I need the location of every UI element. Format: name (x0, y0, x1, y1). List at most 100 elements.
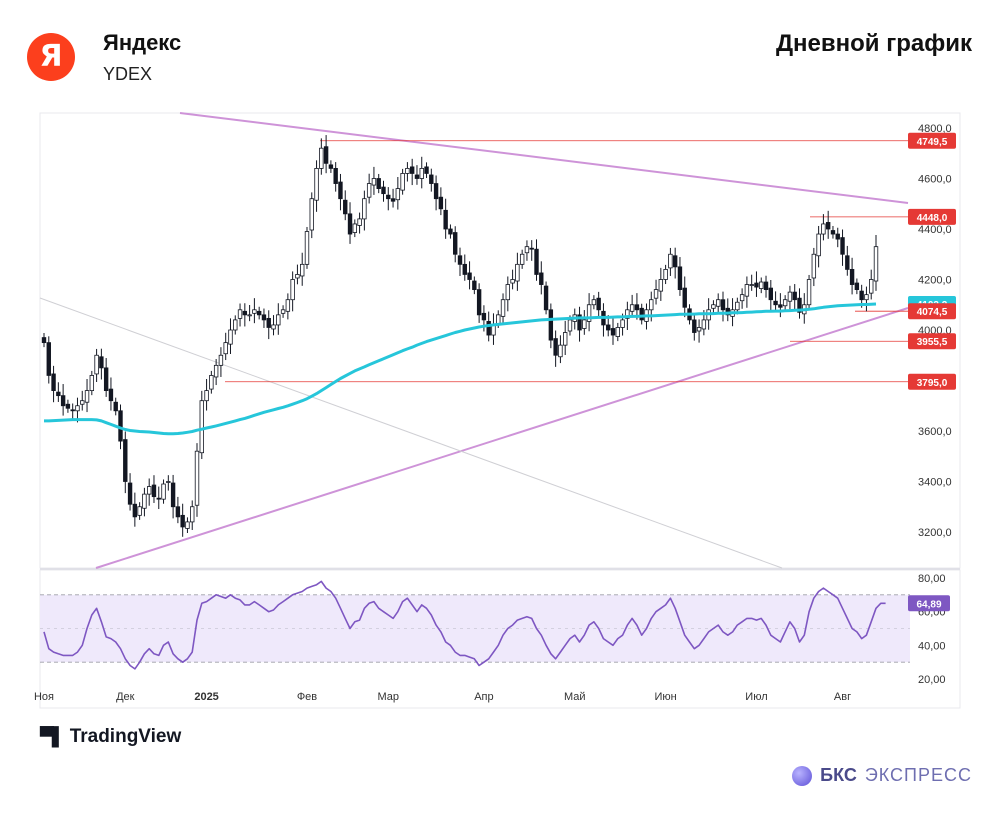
rsi-tick-label: 20,00 (918, 674, 946, 686)
candle-body (797, 297, 802, 313)
candle-body (390, 198, 396, 202)
candle-body (653, 289, 659, 299)
candle-body (357, 218, 362, 226)
candle-body (759, 281, 764, 289)
price-tag: 4448,0 (908, 208, 956, 225)
candle-body (558, 344, 563, 358)
candle-body (146, 486, 152, 495)
price-tag-box (908, 208, 956, 225)
candle-body (615, 327, 620, 337)
candle-body (46, 342, 51, 376)
candle-body (194, 450, 200, 506)
candle-body (333, 167, 338, 184)
candle-body (749, 284, 754, 286)
candle-body (586, 304, 592, 322)
candle-body (424, 166, 429, 174)
x-tick-label: Дек (116, 691, 135, 703)
bks-brand: БКС ЭКСПРЕСС (792, 765, 972, 786)
x-tick-label: 2025 (194, 691, 218, 703)
candle-body (352, 223, 358, 233)
candle-body (448, 228, 453, 235)
candle-body (395, 188, 401, 201)
candle-body (539, 272, 544, 285)
candle-body (711, 304, 716, 309)
price-tag: 4749,5 (908, 132, 956, 149)
x-tick-label: Апр (474, 691, 493, 703)
candle-body (869, 279, 874, 294)
candle-body (433, 183, 439, 200)
candle-body (56, 391, 61, 397)
candle-body (41, 337, 47, 344)
ticker-symbol: YDEX (103, 64, 153, 84)
tradingview-brand: ▀▌ TradingView (40, 726, 181, 748)
candle-body (89, 375, 95, 392)
chart-title: Дневной график (775, 30, 972, 57)
candle-body (864, 294, 869, 301)
candle-body (261, 314, 267, 321)
candle-body (65, 403, 71, 409)
y-tick-label: 4200,0 (918, 275, 952, 287)
y-tick-label: 4800,0 (918, 123, 952, 135)
candle-body (739, 294, 745, 302)
candle-body (754, 282, 759, 288)
candle-body (362, 198, 367, 220)
candle-body (175, 506, 181, 518)
candle-body (328, 164, 334, 169)
candle-body (371, 178, 377, 186)
candle-body (668, 253, 673, 269)
x-tick-label: Авг (834, 691, 851, 703)
candle-body (127, 482, 133, 505)
rsi-line (43, 580, 886, 670)
candle-body (242, 310, 248, 316)
candle-body (782, 299, 788, 307)
candle-body (529, 247, 534, 250)
y-tick-label: 3200,0 (918, 527, 952, 539)
candle-body (696, 327, 702, 332)
candle-body (108, 388, 114, 402)
candle-body (744, 284, 750, 297)
price-tag-label: 4074,5 (917, 307, 948, 318)
candle-body (811, 253, 817, 279)
candle-body (677, 266, 683, 291)
candle-body (338, 181, 343, 200)
candle-body (773, 300, 778, 306)
candle-body (84, 390, 90, 403)
candle-body (295, 274, 300, 279)
price-tag-box (908, 303, 956, 320)
candle-body (515, 263, 520, 282)
main-pane-frame (39, 112, 961, 569)
candle-body (400, 173, 405, 191)
candle-body (280, 309, 286, 314)
candle-body (233, 319, 238, 331)
x-tick-label: Мар (378, 691, 400, 703)
candle-body (309, 198, 314, 231)
candle-body (720, 299, 726, 311)
candle-body (137, 506, 142, 516)
candle-body (606, 324, 611, 331)
lower-trend-line (95, 307, 909, 569)
candle-body (381, 186, 386, 195)
candle-body (414, 174, 420, 179)
candle-body (553, 338, 558, 356)
tradingview-label: TradingView (69, 726, 182, 747)
candle-body (873, 246, 879, 282)
candle-body (209, 375, 214, 390)
candle-body (816, 233, 821, 257)
candle-body (319, 147, 324, 169)
bks-orb-icon (792, 765, 813, 786)
candle-body (429, 174, 434, 184)
grey-trend-line (39, 297, 783, 569)
price-tag-label: 3955,5 (917, 337, 948, 348)
candle-body (534, 248, 539, 275)
candle-body (505, 284, 511, 301)
candle-body (190, 506, 195, 523)
price-tag: 4074,5 (908, 303, 956, 320)
rsi-last-box (908, 595, 950, 612)
y-tick-label: 3400,0 (918, 477, 952, 489)
x-tick-label: Фев (297, 691, 317, 703)
candle-body (300, 263, 305, 277)
candle-body (610, 328, 616, 336)
candle-body (304, 231, 310, 265)
x-tick-label: Май (564, 691, 586, 703)
